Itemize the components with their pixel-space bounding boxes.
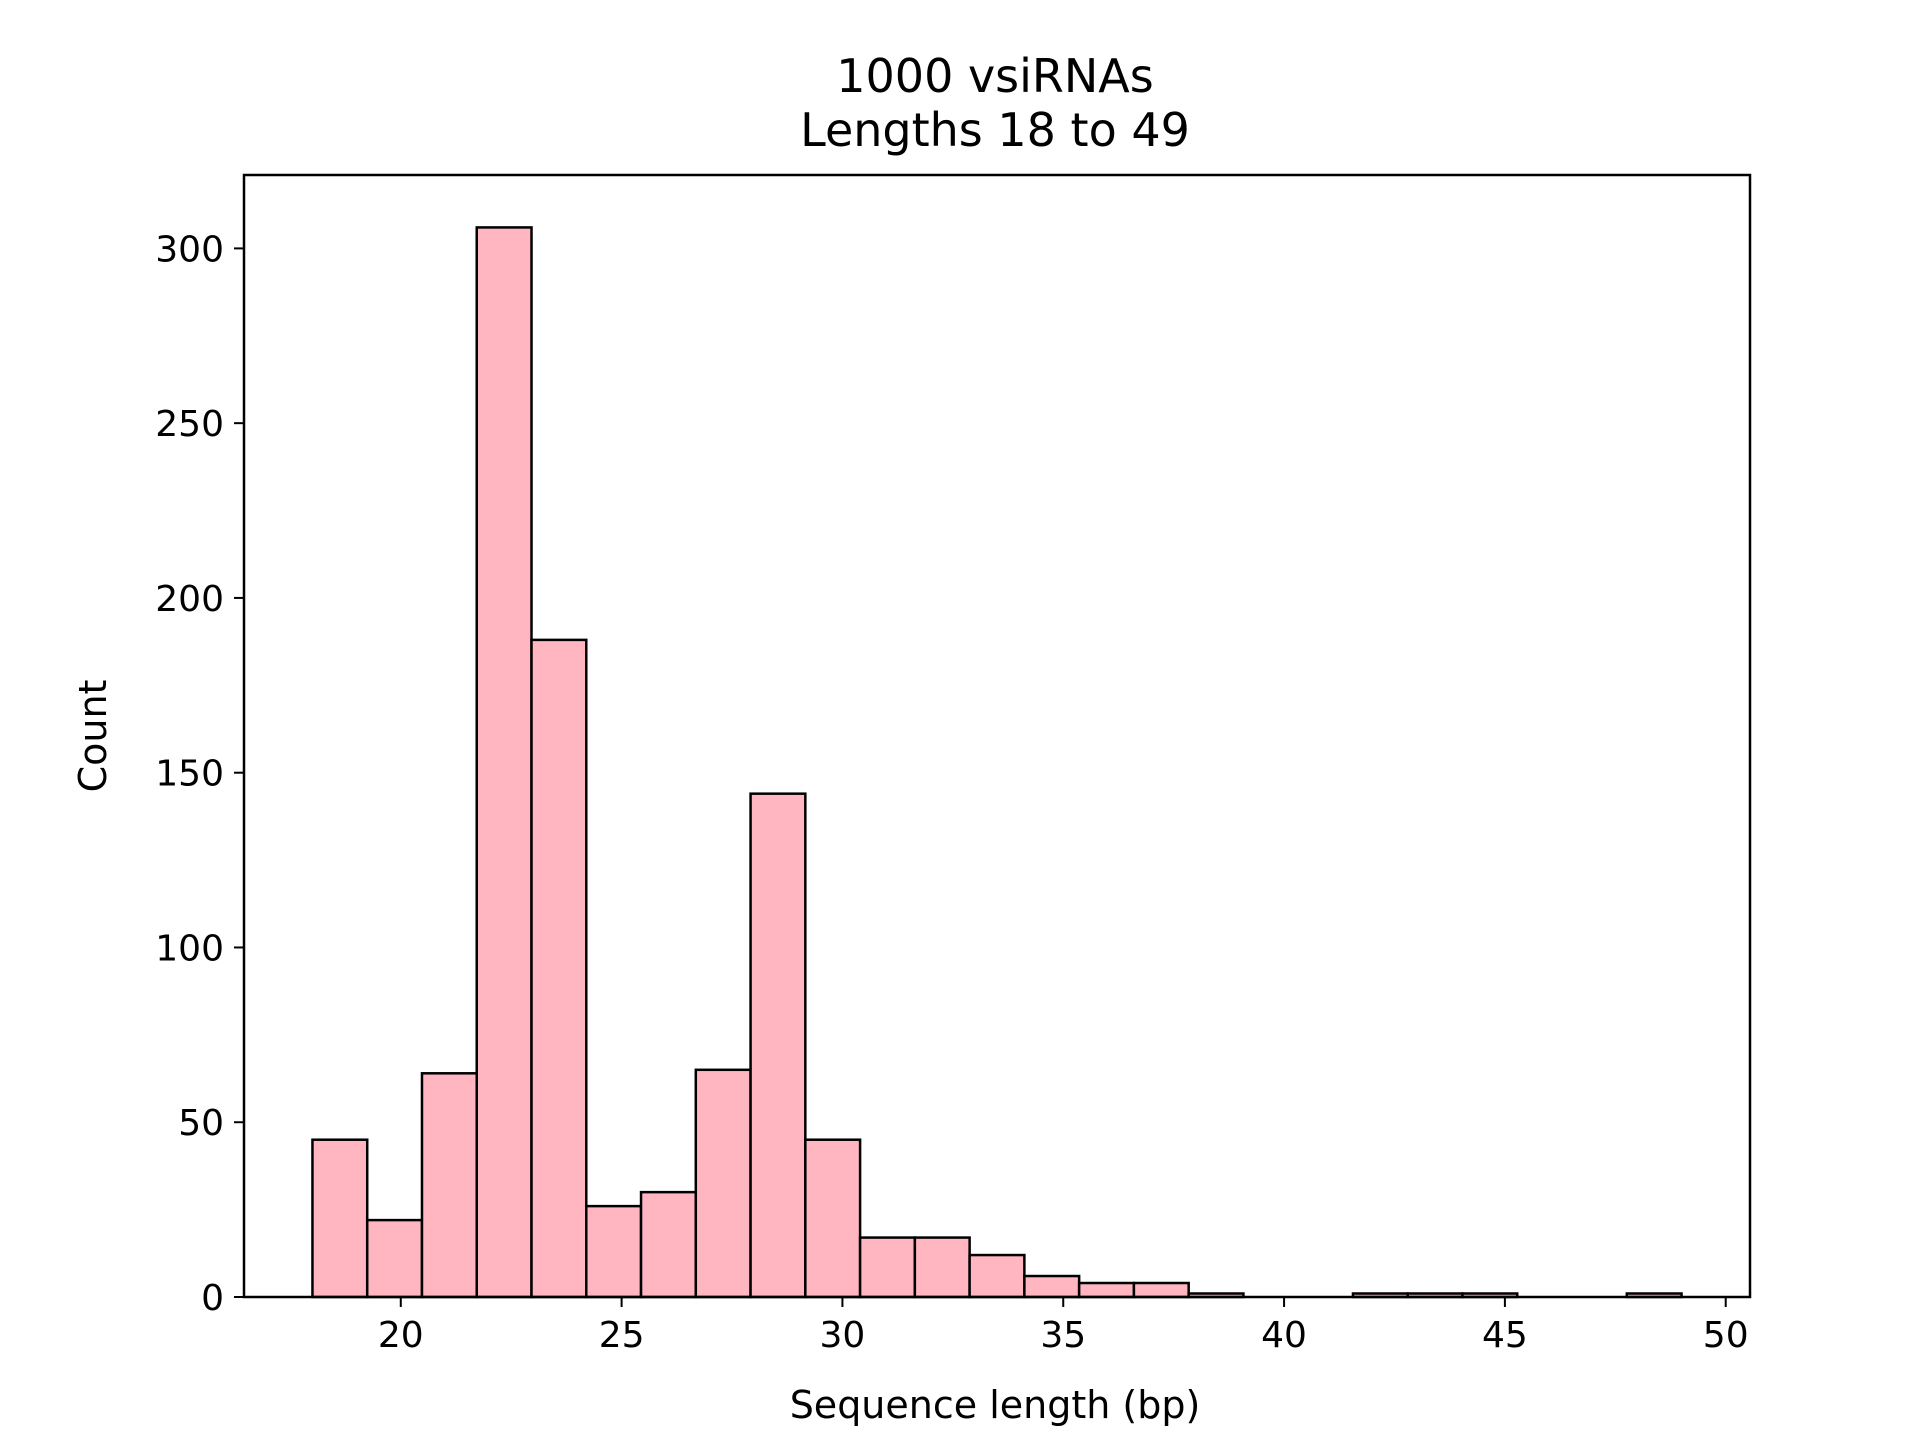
chart-subtitle: Lengths 18 to 49 — [800, 103, 1190, 157]
x-tick-label: 35 — [1040, 1315, 1086, 1356]
x-tick-label: 45 — [1482, 1315, 1528, 1356]
y-axis-label: Count — [71, 680, 115, 793]
x-tick-label: 25 — [599, 1315, 645, 1356]
histogram-bar — [530, 638, 588, 1299]
y-tick-label: 250 — [155, 404, 224, 445]
x-tick-label: 30 — [820, 1315, 866, 1356]
y-tick-label: 0 — [201, 1278, 224, 1319]
y-tick-label: 300 — [155, 229, 224, 270]
y-tick-label: 50 — [178, 1103, 224, 1144]
histogram-bar — [639, 1190, 698, 1299]
x-tick-label: 20 — [378, 1315, 424, 1356]
histogram-bar — [858, 1236, 917, 1299]
histogram-bar — [475, 226, 533, 1299]
histogram-bar — [1132, 1281, 1190, 1299]
histogram-bar — [420, 1072, 478, 1299]
histogram-bar — [968, 1253, 1026, 1299]
x-axis: 20 25 30 35 40 45 50 — [378, 1297, 1749, 1356]
histogram-bar — [749, 792, 807, 1299]
histogram-bar — [804, 1138, 862, 1299]
plot-frame — [242, 173, 1752, 1299]
histogram-bar — [694, 1068, 752, 1299]
histogram-bar — [1077, 1281, 1136, 1299]
x-tick-label: 40 — [1261, 1315, 1307, 1356]
y-tick-label: 100 — [155, 928, 224, 969]
y-tick-label: 150 — [155, 754, 224, 795]
histogram-bar — [585, 1204, 643, 1299]
histogram-bar — [913, 1236, 971, 1299]
x-axis-label: Sequence length (bp) — [790, 1383, 1201, 1427]
bars-group — [311, 226, 1683, 1299]
chart-title: 1000 vsiRNAs — [836, 49, 1153, 103]
histogram-bar — [1023, 1274, 1081, 1299]
y-axis: 0 50 100 150 200 250 300 — [155, 229, 244, 1319]
x-tick-label: 50 — [1703, 1315, 1749, 1356]
histogram-bar — [365, 1218, 424, 1299]
histogram-bar — [311, 1138, 369, 1299]
y-tick-label: 200 — [155, 579, 224, 620]
